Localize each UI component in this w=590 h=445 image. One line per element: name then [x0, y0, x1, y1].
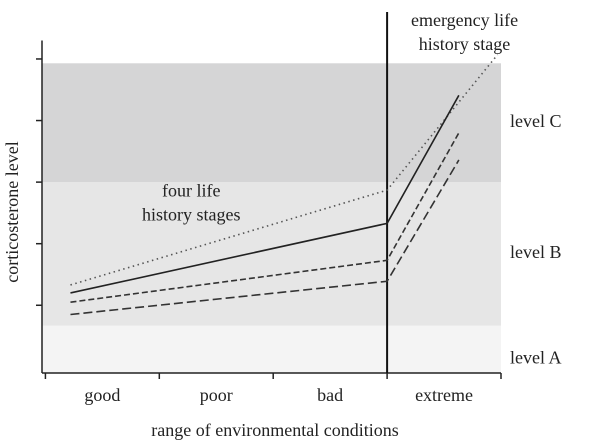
- x-axis-label: range of environmental conditions: [151, 420, 398, 440]
- x-category-label: bad: [317, 385, 343, 405]
- annotation: four life: [162, 181, 220, 201]
- x-category-label: poor: [200, 385, 233, 405]
- series-line: [70, 132, 460, 303]
- level-label: level B: [510, 242, 562, 262]
- annotation: history stages: [142, 205, 241, 225]
- level-label: level A: [510, 347, 562, 367]
- annotation: emergency life: [411, 10, 518, 30]
- level-band: [42, 325, 501, 373]
- annotation: history stage: [419, 34, 511, 54]
- x-category-label: good: [84, 385, 120, 405]
- level-band: [42, 182, 501, 326]
- y-axis-label: corticosterone level: [2, 141, 22, 282]
- x-category-label: extreme: [415, 385, 473, 405]
- level-band: [42, 63, 501, 183]
- series-line: [70, 54, 499, 286]
- series-line: [70, 94, 460, 294]
- level-label: level C: [510, 111, 562, 131]
- series-line: [70, 159, 460, 316]
